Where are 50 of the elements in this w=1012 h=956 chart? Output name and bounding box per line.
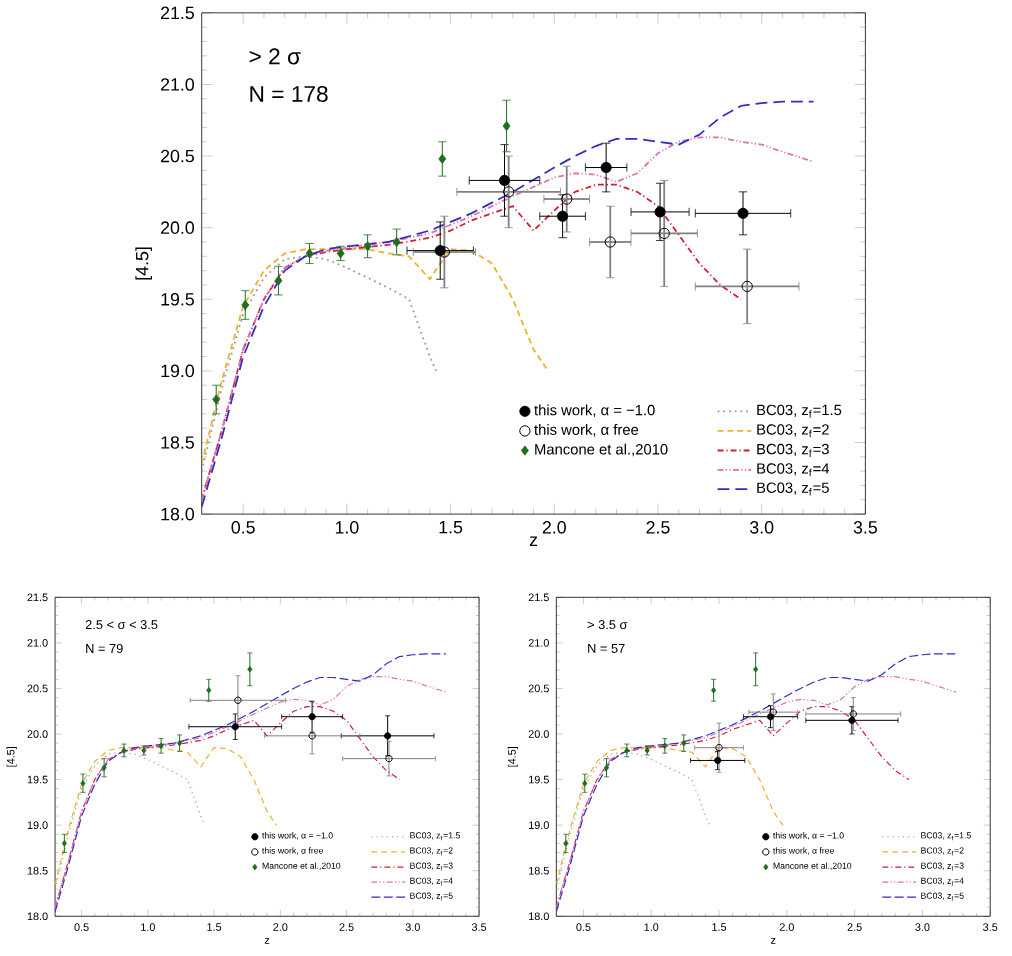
- point: [600, 162, 612, 174]
- y-tick-label: 18.5: [161, 436, 194, 449]
- point: [498, 174, 511, 186]
- y-tick-label: 19.5: [161, 293, 194, 306]
- point: [741, 280, 753, 293]
- annotation: > 2 σ: [249, 48, 301, 65]
- point: [563, 840, 569, 847]
- x-tick-label: 0.5: [231, 521, 255, 534]
- y-tick-label: 21.5: [161, 6, 194, 20]
- point: [234, 696, 242, 704]
- point: [247, 666, 253, 673]
- point: [603, 764, 610, 772]
- y-tick-label: 20.0: [161, 221, 195, 234]
- x-tick-label: 3.5: [853, 521, 877, 534]
- point: [714, 756, 722, 765]
- point: [654, 206, 666, 218]
- point: [241, 300, 250, 311]
- point: [305, 248, 314, 259]
- y-tick-label: 21.0: [161, 78, 195, 91]
- point: [363, 241, 372, 252]
- point: [681, 739, 687, 747]
- y-tick-label: 19.0: [161, 364, 195, 378]
- x-tick-label: 2.0: [542, 521, 566, 534]
- point: [503, 186, 515, 198]
- point: [557, 210, 569, 222]
- point: [101, 764, 107, 772]
- point: [604, 236, 616, 248]
- point: [61, 840, 67, 847]
- point: [848, 716, 856, 724]
- annotation: N = 178: [250, 85, 328, 103]
- point: [711, 687, 717, 694]
- point: [206, 687, 212, 694]
- point: [753, 666, 759, 673]
- y-axis-title: [4.5]: [135, 247, 152, 280]
- x-tick-label: 2.5: [646, 521, 670, 534]
- y-tick-label: 20.5: [161, 149, 194, 163]
- x-tick-label: 3.0: [750, 521, 774, 534]
- point: [177, 739, 183, 747]
- x-tick-label: 1.5: [439, 521, 463, 534]
- y-tick-label: 18.0: [161, 507, 195, 521]
- point: [502, 120, 511, 132]
- point: [392, 236, 401, 248]
- point: [80, 780, 86, 787]
- point: [274, 275, 283, 286]
- point: [737, 207, 749, 219]
- point: [212, 394, 221, 405]
- point: [582, 780, 588, 787]
- x-tick-label: 1.0: [335, 521, 359, 534]
- x-axis-title: z: [529, 536, 538, 546]
- point: [438, 153, 447, 164]
